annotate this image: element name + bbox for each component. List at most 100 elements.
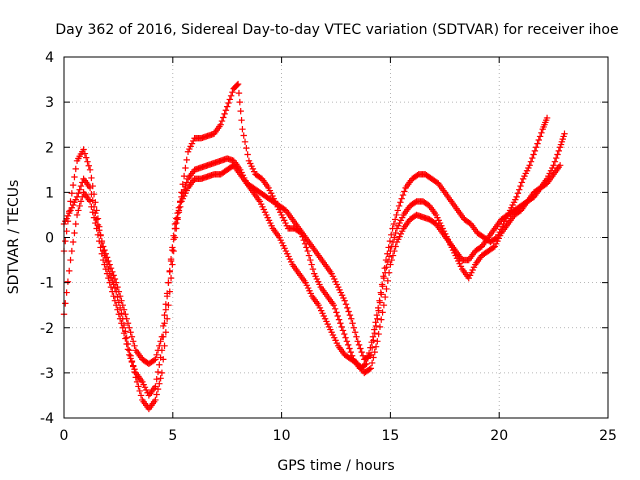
data-point-track-a [239, 126, 246, 133]
data-point-track-a [337, 320, 344, 327]
data-point-track-c [561, 130, 568, 137]
data-point-track-c [171, 225, 179, 232]
data-point-track-c [113, 279, 120, 286]
data-point-track-b [75, 207, 82, 214]
data-point-track-c [153, 351, 160, 359]
data-point-track-c [128, 333, 136, 340]
data-point-track-c [97, 232, 104, 239]
data-point-track-b [383, 285, 390, 293]
data-point-track-a [67, 198, 74, 205]
data-point-track-b [105, 274, 112, 282]
data-point-track-a [158, 369, 166, 377]
data-point-track-c [346, 311, 354, 319]
data-point-track-a [395, 202, 403, 210]
data-point-track-c [354, 338, 361, 345]
data-point-track-a [305, 252, 313, 259]
data-point-track-c [94, 221, 102, 229]
data-point-track-b [128, 358, 136, 366]
data-point-track-c [553, 154, 560, 162]
data-point-track-c [107, 264, 115, 272]
y-tick-label: -1 [40, 276, 54, 292]
data-point-track-a [330, 301, 338, 309]
data-point-track-c [109, 268, 116, 275]
data-point-track-c [89, 197, 96, 204]
data-point-track-c [385, 253, 393, 260]
data-point-track-b [115, 311, 123, 318]
data-point-track-c [98, 237, 106, 245]
data-point-track-c [384, 258, 391, 266]
data-point-track-c [342, 301, 350, 308]
data-point-track-c [378, 291, 385, 298]
data-point-track-c [73, 193, 81, 201]
data-point-track-c [118, 297, 125, 304]
data-point-track-b [381, 293, 389, 301]
data-point-track-a [169, 261, 176, 268]
data-point-track-a [543, 114, 551, 122]
data-point-track-c [166, 268, 173, 275]
data-point-track-c [376, 299, 384, 306]
data-point-track-a [339, 327, 347, 334]
data-point-track-b [388, 256, 395, 264]
data-point-track-a [385, 244, 392, 251]
data-point-track-c [163, 290, 171, 297]
data-point-track-c [368, 344, 376, 351]
data-point-track-a [82, 154, 90, 161]
data-point-track-c [388, 243, 395, 250]
data-point-track-a [518, 179, 526, 186]
y-tick-label: 4 [45, 50, 54, 66]
data-point-track-c [77, 182, 85, 190]
data-point-track-b [73, 211, 81, 219]
data-point-track-c [174, 214, 181, 221]
data-point-track-a [347, 348, 354, 356]
data-point-track-b [107, 283, 115, 291]
data-point-track-c [366, 352, 373, 359]
data-point-track-a [526, 162, 533, 169]
data-point-track-c [161, 311, 168, 319]
chart-title: Day 362 of 2016, Sidereal Day-to-day VTE… [55, 22, 618, 38]
data-point-track-a [86, 166, 94, 174]
data-point-track-a [309, 265, 317, 273]
data-point-track-b [375, 330, 382, 338]
data-point-track-a [152, 396, 159, 404]
data-point-track-c [123, 315, 130, 322]
data-point-track-c [99, 243, 107, 250]
data-point-track-b [157, 354, 164, 361]
data-point-track-c [176, 203, 184, 211]
data-point-track-c [374, 315, 381, 322]
data-point-track-b [68, 247, 76, 255]
data-point-track-a [342, 334, 349, 341]
data-point-track-b [69, 238, 77, 246]
data-point-track-a [527, 158, 535, 165]
data-point-track-c [355, 341, 363, 349]
data-point-track-a [529, 154, 536, 162]
data-point-track-a [363, 360, 370, 368]
data-point-track-a [156, 380, 163, 387]
data-point-track-b [367, 365, 375, 372]
data-point-track-a [85, 162, 93, 169]
data-point-track-b [126, 351, 133, 359]
data-point-track-b [120, 329, 128, 337]
data-point-track-a [225, 99, 232, 107]
data-point-track-b [103, 270, 111, 277]
data-point-track-b [368, 359, 376, 367]
data-point-track-c [154, 347, 162, 354]
data-point-track-c [167, 257, 175, 265]
data-point-track-b [379, 309, 386, 316]
data-point-track-c [106, 261, 113, 268]
data-point-track-a [71, 173, 78, 181]
y-axis-label: SDTVAR / TECUs [6, 180, 22, 295]
data-point-track-b [152, 383, 159, 390]
data-point-track-c [156, 342, 163, 349]
data-point-track-a [516, 186, 523, 193]
data-point-track-a [237, 107, 244, 115]
data-point-track-c [114, 283, 121, 291]
data-point-track-a [390, 220, 398, 228]
data-point-track-b [376, 323, 384, 331]
data-point-track-c [383, 264, 390, 271]
data-point-track-c [389, 238, 397, 246]
data-point-track-c [131, 342, 138, 349]
data-point-track-b [374, 338, 381, 345]
data-point-track-a [170, 247, 177, 255]
data-point-track-c [379, 283, 386, 290]
